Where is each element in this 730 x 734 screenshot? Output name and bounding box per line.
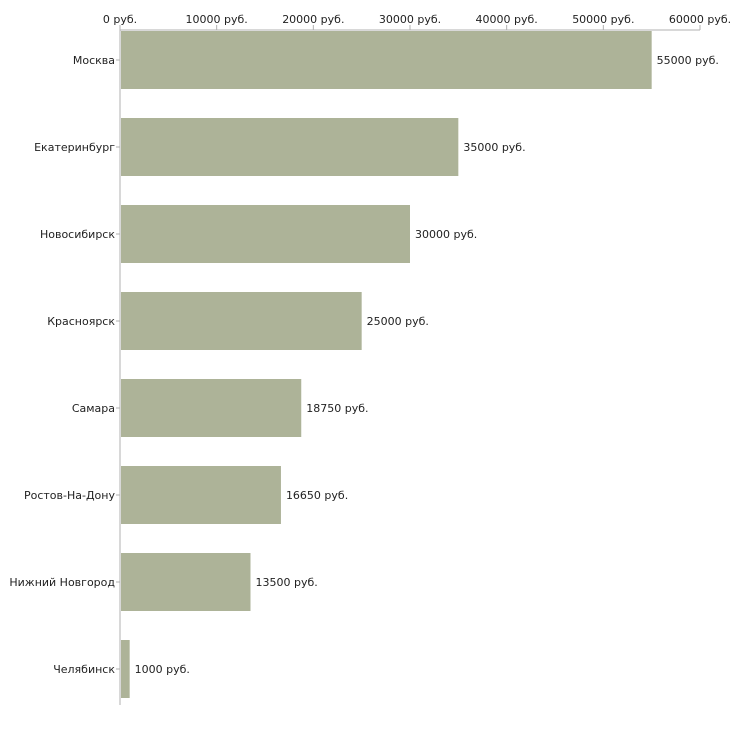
axes [116,25,701,705]
bar-7 [121,640,130,698]
value-label: 1000 руб. [135,663,190,676]
category-label: Красноярск [47,315,115,328]
x-tick-label: 20000 руб. [282,13,344,26]
bar-6 [121,553,251,611]
bar-4 [121,379,302,437]
bars [121,31,652,698]
x-tick-label: 60000 руб. [669,13,730,26]
value-label: 35000 руб. [463,141,525,154]
category-label: Новосибирск [40,228,115,241]
x-tick-label: 10000 руб. [186,13,248,26]
bar-3 [121,292,362,350]
value-label: 30000 руб. [415,228,477,241]
bar-1 [121,118,459,176]
bar-2 [121,205,410,263]
category-label: Челябинск [53,663,115,676]
x-tick-label: 40000 руб. [476,13,538,26]
category-label: Самара [72,402,115,415]
labels: 0 руб. 10000 руб. 20000 руб. 30000 руб. 4000… [9,13,730,676]
x-tick-label: 50000 руб. [572,13,634,26]
category-label: Ростов-На-Дону [24,489,115,502]
value-label: 25000 руб. [367,315,429,328]
value-label: 18750 руб. [306,402,368,415]
category-label: Москва [73,54,115,67]
category-label: Нижний Новгород [9,576,115,589]
bar-0 [121,31,652,89]
category-label: Екатеринбург [34,141,115,154]
value-label: 16650 руб. [286,489,348,502]
x-tick-label: 30000 руб. [379,13,441,26]
x-tick-label: 0 руб. [103,13,137,26]
value-label: 13500 руб. [256,576,318,589]
value-label: 55000 руб. [657,54,719,67]
bar-5 [121,466,281,524]
